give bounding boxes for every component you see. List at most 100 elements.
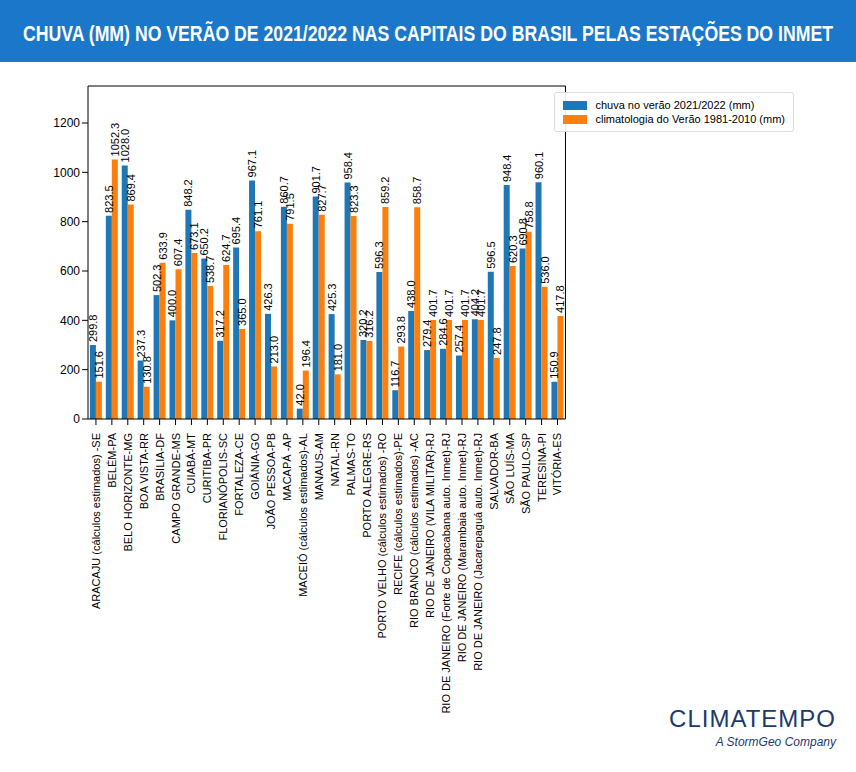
- svg-text:RIO BRANCO (cálculos estimados: RIO BRANCO (cálculos estimados) -AC: [408, 433, 420, 628]
- svg-text:400: 400: [60, 314, 80, 328]
- svg-text:317.2: 317.2: [214, 310, 226, 338]
- svg-text:130.8: 130.8: [141, 356, 153, 384]
- svg-text:PALMAS-TO: PALMAS-TO: [345, 433, 357, 496]
- svg-text:MACAPÁ -AP: MACAPÁ -AP: [281, 433, 293, 501]
- svg-text:151.6: 151.6: [93, 351, 105, 379]
- svg-text:624.7: 624.7: [220, 234, 232, 262]
- svg-text:538.7: 538.7: [204, 256, 216, 284]
- svg-text:42.0: 42.0: [294, 384, 306, 405]
- svg-text:596.3: 596.3: [373, 241, 385, 269]
- svg-text:401.7: 401.7: [459, 289, 471, 317]
- svg-text:417.8: 417.8: [554, 285, 566, 313]
- svg-text:196.4: 196.4: [300, 340, 312, 368]
- svg-text:NATAL-RN: NATAL-RN: [329, 433, 341, 486]
- svg-text:948.4: 948.4: [501, 155, 513, 183]
- svg-text:RIO DE JANEIRO (Jacarepaguá au: RIO DE JANEIRO (Jacarepaguá auto. Inmet)…: [472, 433, 484, 671]
- svg-text:827.7: 827.7: [316, 184, 328, 212]
- svg-text:RIO DE JANEIRO (VILA MILITAR)-: RIO DE JANEIRO (VILA MILITAR)-RJ: [424, 433, 436, 618]
- svg-text:860.7: 860.7: [277, 176, 290, 204]
- svg-text:ARACAJU (cálculos estimados) -: ARACAJU (cálculos estimados) -SE: [90, 433, 102, 609]
- svg-text:502.3: 502.3: [151, 265, 163, 293]
- svg-text:MANAUS-AM: MANAUS-AM: [313, 433, 325, 500]
- svg-text:116.7: 116.7: [389, 360, 401, 387]
- svg-text:967.1: 967.1: [246, 150, 258, 178]
- svg-text:620.3: 620.3: [507, 235, 519, 263]
- svg-text:RIO DE JANEIRO (Forte de Copac: RIO DE JANEIRO (Forte de Copacabana auto…: [440, 433, 452, 714]
- svg-text:695.4: 695.4: [230, 216, 243, 245]
- svg-text:BELO HORIZONTE-MG: BELO HORIZONTE-MG: [122, 433, 134, 552]
- svg-text:257.4: 257.4: [453, 325, 465, 353]
- svg-text:365.0: 365.0: [236, 298, 248, 326]
- svg-text:401.7: 401.7: [443, 289, 455, 317]
- svg-text:1052.3: 1052.3: [109, 123, 121, 157]
- svg-text:BRASÍLIA-DF: BRASÍLIA-DF: [154, 433, 166, 501]
- svg-text:596.5: 596.5: [485, 241, 497, 269]
- svg-text:FORTALEZA-CE: FORTALEZA-CE: [233, 433, 245, 516]
- svg-text:CAMPO GRANDE-MS: CAMPO GRANDE-MS: [170, 433, 182, 544]
- svg-text:CURITIBA-PR: CURITIBA-PR: [201, 433, 213, 503]
- svg-text:247.8: 247.8: [491, 327, 503, 355]
- svg-text:1200: 1200: [53, 116, 80, 130]
- svg-text:1028.0: 1028.0: [118, 128, 131, 163]
- svg-text:0: 0: [73, 412, 80, 426]
- svg-text:958.4: 958.4: [342, 152, 354, 180]
- svg-text:401.7: 401.7: [427, 289, 439, 317]
- svg-text:960.1: 960.1: [533, 152, 545, 180]
- svg-text:758.8: 758.8: [523, 201, 535, 229]
- svg-text:869.4: 869.4: [125, 174, 137, 202]
- svg-text:PORTO VELHO (cálculos estimado: PORTO VELHO (cálculos estimados) -RO: [376, 433, 388, 639]
- svg-text:673.1: 673.1: [188, 222, 200, 250]
- svg-text:438.0: 438.0: [405, 280, 417, 308]
- svg-text:SÃO PAULO-SP: SÃO PAULO-SP: [520, 433, 532, 514]
- html-text:A StormGeo Company: A StormGeo Company: [715, 735, 836, 749]
- svg-text:761.1: 761.1: [252, 201, 264, 229]
- svg-text:600: 600: [60, 264, 80, 278]
- svg-text:823.3: 823.3: [348, 185, 360, 213]
- svg-text:299.8: 299.8: [87, 315, 99, 343]
- svg-text:RECIFE (cálculos estimados)-PE: RECIFE (cálculos estimados)-PE: [392, 433, 404, 595]
- svg-text:859.2: 859.2: [379, 177, 391, 205]
- svg-text:690.8: 690.8: [516, 218, 529, 246]
- svg-text:425.3: 425.3: [326, 284, 338, 312]
- svg-text:607.4: 607.4: [172, 239, 184, 267]
- svg-text:633.9: 633.9: [157, 232, 169, 260]
- svg-text:400.0: 400.0: [166, 290, 178, 318]
- svg-text:901.7: 901.7: [309, 166, 322, 194]
- svg-text:858.7: 858.7: [411, 177, 423, 205]
- svg-text:VITÓRIA-ES: VITÓRIA-ES: [551, 433, 563, 495]
- svg-text:791.5: 791.5: [284, 193, 296, 221]
- svg-text:650.2: 650.2: [198, 228, 211, 256]
- svg-text:FLORIANÓPOLIS-SC: FLORIANÓPOLIS-SC: [217, 433, 229, 541]
- svg-text:PORTO ALEGRE-RS: PORTO ALEGRE-RS: [361, 433, 373, 538]
- svg-text:536.0: 536.0: [539, 256, 551, 284]
- svg-text:200: 200: [60, 363, 80, 377]
- svg-text:426.3: 426.3: [262, 283, 274, 311]
- svg-text:JOÃO PESSOA-PB: JOÃO PESSOA-PB: [265, 433, 277, 530]
- svg-text:TERESINA-PI: TERESINA-PI: [536, 433, 548, 502]
- svg-text:CHUVA (MM) NO VERÃO DE 2021/20: CHUVA (MM) NO VERÃO DE 2021/2022 NAS CAP…: [23, 21, 833, 46]
- svg-text:800: 800: [60, 215, 80, 229]
- svg-text:316.2: 316.2: [363, 310, 375, 338]
- html-text:chuva no verão 2021/2022 (mm): chuva no verão 2021/2022 (mm): [595, 99, 755, 111]
- svg-text:BELÉM-PA: BELÉM-PA: [106, 432, 118, 487]
- html-text:CLIMATEMPO: CLIMATEMPO: [669, 705, 836, 732]
- svg-text:279.4: 279.4: [421, 320, 433, 348]
- svg-text:823.5: 823.5: [103, 185, 115, 213]
- svg-text:237.3: 237.3: [135, 330, 147, 358]
- svg-text:401.7: 401.7: [475, 289, 487, 317]
- svg-text:1000: 1000: [53, 166, 80, 180]
- svg-text:213.0: 213.0: [268, 336, 280, 364]
- svg-text:BOA VISTA-RR: BOA VISTA-RR: [138, 433, 150, 509]
- svg-text:181.0: 181.0: [332, 344, 344, 372]
- svg-text:RIO DE JANEIRO (Marambaia auto: RIO DE JANEIRO (Marambaia auto. Inmet)-R…: [456, 433, 468, 662]
- svg-text:SÃO LUÍS-MA: SÃO LUÍS-MA: [504, 432, 516, 504]
- svg-text:SALVADOR-BA: SALVADOR-BA: [488, 432, 500, 509]
- svg-text:CUIABÁ-MT: CUIABÁ-MT: [185, 433, 197, 494]
- svg-text:293.8: 293.8: [395, 316, 407, 344]
- svg-text:GOIÂNIA-GO: GOIÂNIA-GO: [249, 433, 261, 500]
- svg-text:848.2: 848.2: [182, 179, 194, 207]
- svg-text:150.9: 150.9: [548, 351, 560, 379]
- svg-text:MACEIÓ (cálculos estimados)-AL: MACEIÓ (cálculos estimados)-AL: [297, 433, 309, 597]
- svg-text:284.6: 284.6: [437, 318, 449, 346]
- html-text:climatologia do Verão 1981-201: climatologia do Verão 1981-2010 (mm): [595, 113, 785, 125]
